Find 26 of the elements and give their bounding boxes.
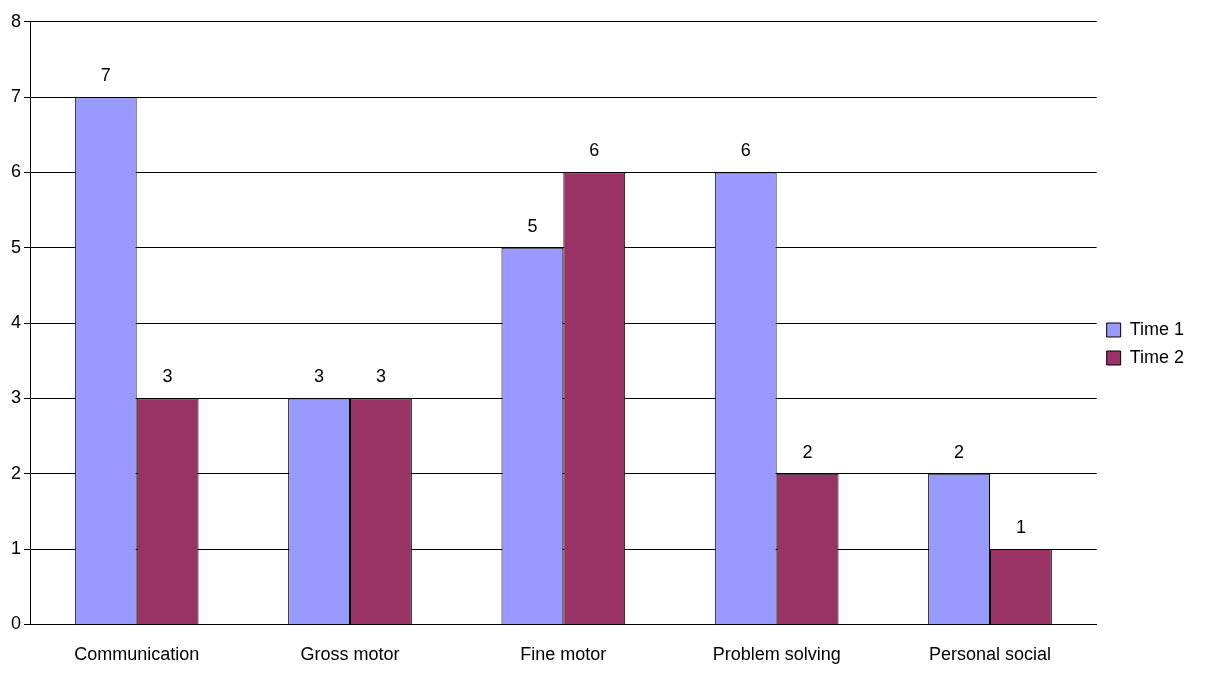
- x-tick-label: Personal social: [928, 644, 1052, 665]
- x-tick-label: Communication: [74, 644, 200, 665]
- data-label: 7: [100, 65, 111, 86]
- y-tick-label: 1: [11, 538, 22, 559]
- y-tick-label: 4: [11, 312, 22, 333]
- y-tick-label: 7: [11, 86, 22, 107]
- x-tick-label: Gross motor: [300, 644, 400, 665]
- x-tick-label: Problem solving: [712, 644, 841, 665]
- x-tick-label: Fine motor: [520, 644, 607, 665]
- legend-label: Time 1: [1129, 318, 1184, 339]
- y-tick-label: 2: [11, 462, 22, 483]
- data-label: 1: [1015, 517, 1026, 538]
- y-tick-label: 6: [11, 161, 22, 182]
- data-label: 6: [740, 140, 751, 161]
- legend-label: Time 2: [1129, 346, 1184, 367]
- data-label: 5: [527, 215, 538, 236]
- data-label: 3: [162, 366, 173, 387]
- data-label: 2: [954, 441, 965, 462]
- y-tick-label: 0: [11, 613, 22, 634]
- data-label: 2: [802, 441, 813, 462]
- y-tick-label: 5: [11, 236, 22, 257]
- data-label: 3: [375, 366, 386, 387]
- y-tick-label: 8: [11, 10, 22, 31]
- data-label: 3: [314, 366, 325, 387]
- data-label: 6: [589, 140, 600, 161]
- y-tick-label: 3: [11, 387, 22, 408]
